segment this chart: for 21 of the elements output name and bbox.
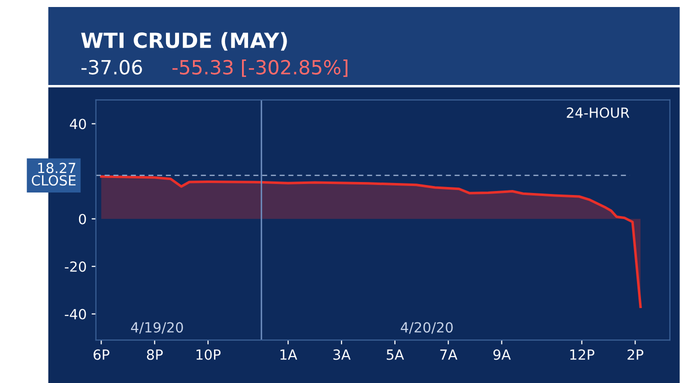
- x-tick-label: 2P: [628, 349, 644, 360]
- x-tick-label: 8P: [146, 349, 163, 360]
- annotation: 24-HOUR: [566, 107, 630, 118]
- ref-line-label: 18.27 CLOSE: [32, 162, 76, 186]
- x-tick-label: 10P: [196, 349, 221, 360]
- x-tick-label: 6P: [94, 349, 110, 360]
- text: -55.33 [-302.85%]: [172, 60, 348, 77]
- x-tick-label: 12P: [570, 349, 594, 360]
- y-tick-label: -20: [64, 261, 86, 272]
- y-tick-label: 40: [70, 118, 86, 130]
- annotation: 4/20/20: [400, 322, 453, 334]
- chart-title: WTI CRUDE (MAY): [81, 32, 287, 51]
- x-tick-label: 5A: [386, 350, 404, 360]
- y-tick-label: -40: [64, 308, 86, 320]
- y-tick-label: 0: [78, 214, 86, 224]
- annotation: 4/19/20: [131, 322, 183, 334]
- x-tick-label: 1A: [280, 350, 298, 360]
- chart-subtitle: -37.06: [81, 60, 142, 75]
- x-tick-label: 3A: [333, 349, 351, 360]
- x-tick-label: 9A: [493, 349, 511, 360]
- x-tick-label: 7A: [440, 350, 458, 360]
